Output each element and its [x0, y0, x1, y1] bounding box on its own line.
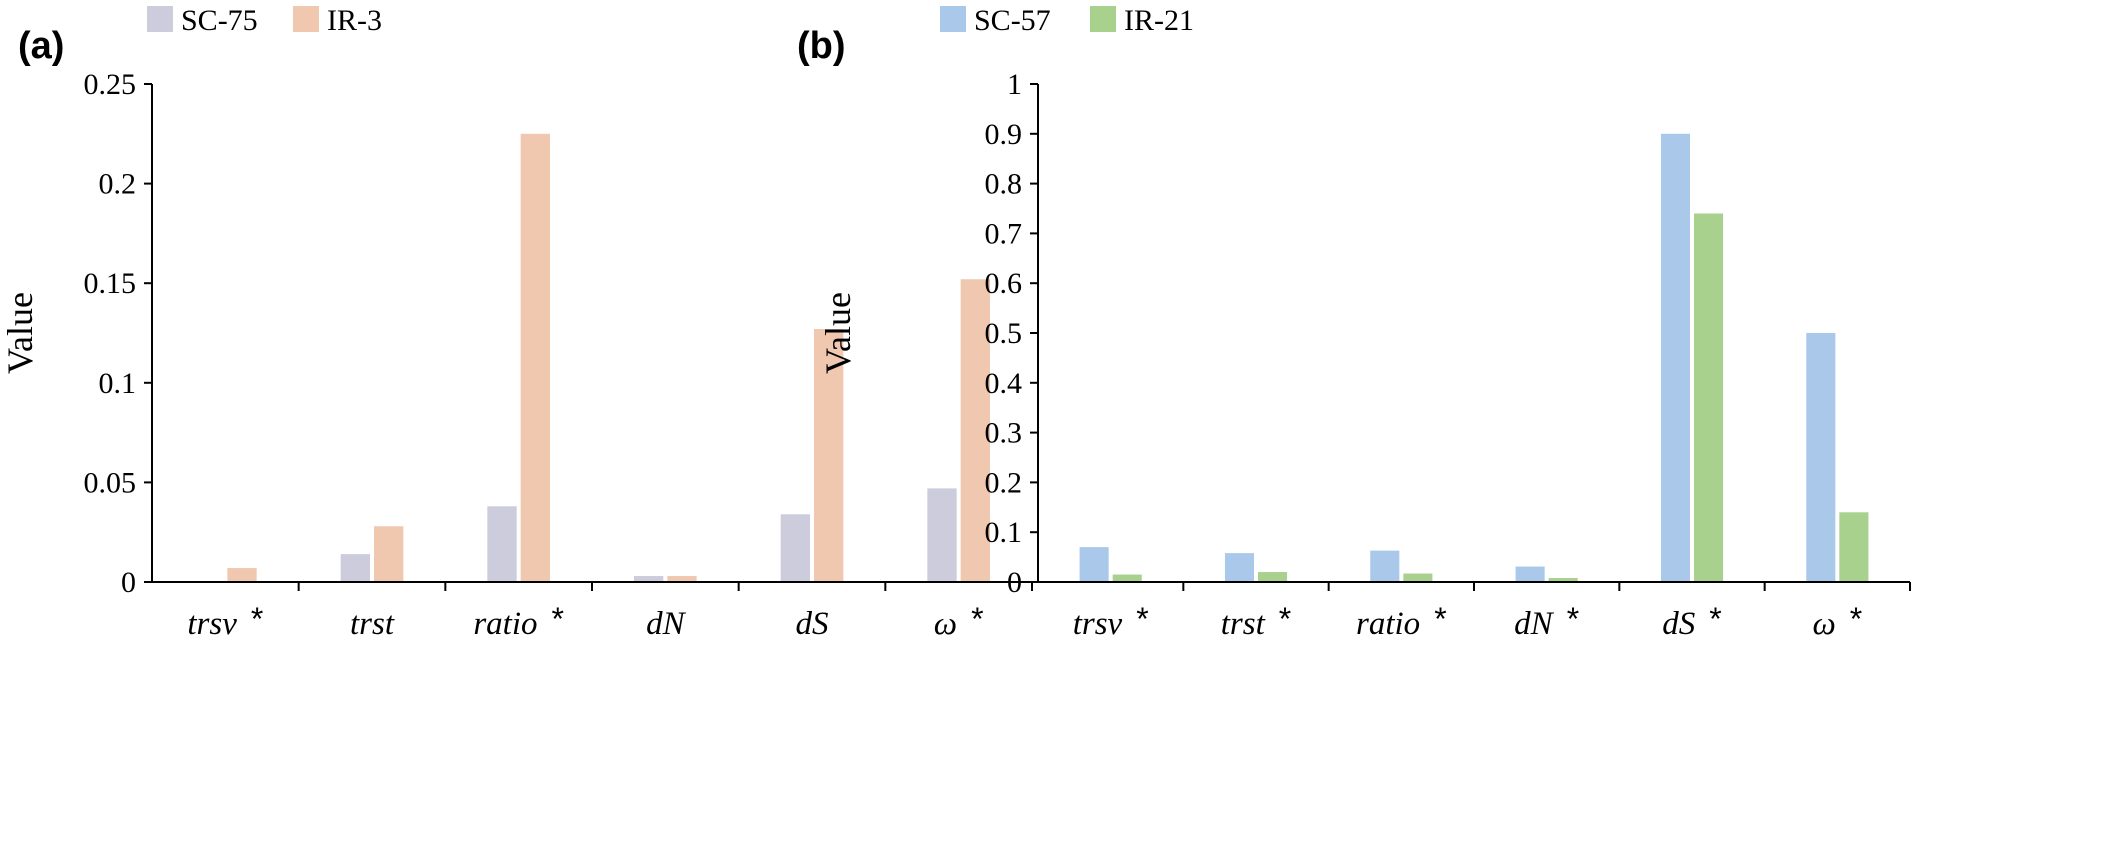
x-tick-label-0: trsv * — [1073, 601, 1149, 642]
legend-label-sc-57: SC-57 — [974, 4, 1051, 37]
legend-swatch-ir-21 — [1090, 6, 1116, 32]
bar-ir-21-2 — [1403, 573, 1433, 582]
legend-label-ir-3: IR-3 — [327, 4, 382, 37]
y-tick-label: 0.4 — [985, 367, 1023, 400]
x-tick-label-3: dN * — [1514, 601, 1579, 642]
panel-label-a: (a) — [18, 25, 64, 67]
legend-swatch-sc-57 — [940, 6, 966, 32]
y-tick-label: 0.7 — [985, 217, 1023, 250]
y-tick-label: 0.5 — [985, 317, 1023, 350]
y-tick-label: 0.05 — [84, 466, 137, 499]
x-tick-label-0: trsv * — [187, 601, 263, 642]
legend-label-sc-75: SC-75 — [181, 4, 258, 37]
y-tick-label: 0 — [1007, 566, 1022, 599]
bar-sc-75-4 — [780, 514, 810, 582]
y-tick-label: 0.6 — [985, 267, 1023, 300]
bar-ir-3-2 — [520, 133, 550, 583]
panel-label-b: (b) — [797, 25, 846, 67]
bar-sc-75-3 — [634, 576, 664, 582]
y-tick-label: 0.2 — [99, 168, 137, 201]
x-tick-label-1: trst * — [1221, 601, 1291, 642]
bar-ir-21-1 — [1258, 572, 1288, 582]
x-tick-label-5: ω * — [1812, 601, 1862, 642]
x-tick-label-4: dS * — [1662, 601, 1721, 642]
x-tick-label-4: dS — [796, 606, 829, 642]
legend-swatch-ir-3 — [293, 6, 319, 32]
y-axis-title-b: Value — [818, 292, 858, 374]
bar-sc-57-4 — [1660, 133, 1690, 583]
legend-swatch-sc-75 — [147, 6, 173, 32]
bar-ir-21-0 — [1112, 574, 1142, 582]
x-tick-label-2: ratio * — [1356, 601, 1447, 642]
legend-label-ir-21: IR-21 — [1124, 4, 1194, 37]
y-tick-label: 0 — [121, 566, 136, 599]
bar-sc-57-1 — [1224, 553, 1254, 582]
x-tick-label-3: dN — [646, 606, 687, 642]
x-tick-label-5: ω * — [934, 601, 984, 642]
y-axis-title-a: Value — [0, 292, 40, 374]
bar-sc-75-1 — [340, 554, 370, 582]
bar-sc-57-0 — [1079, 547, 1109, 582]
bar-ir-3-3 — [667, 576, 697, 582]
bar-ir-21-3 — [1548, 578, 1578, 582]
y-tick-label: 1 — [1007, 68, 1022, 101]
bar-sc-75-2 — [487, 506, 517, 582]
y-tick-label: 0.25 — [84, 68, 137, 101]
y-tick-label: 0.9 — [985, 118, 1023, 151]
bar-ir-3-4 — [814, 329, 844, 582]
y-tick-label: 0.3 — [985, 417, 1023, 450]
bar-sc-57-5 — [1806, 333, 1836, 582]
x-tick-label-2: ratio * — [473, 601, 564, 642]
bar-ir-3-0 — [227, 568, 257, 582]
bar-sc-57-3 — [1515, 566, 1545, 582]
y-tick-label: 0.1 — [985, 516, 1023, 549]
y-tick-label: 0.2 — [985, 466, 1023, 499]
bar-ir-21-5 — [1839, 512, 1869, 582]
y-tick-label: 0.8 — [985, 168, 1023, 201]
bar-ir-21-4 — [1694, 213, 1724, 583]
bar-sc-57-2 — [1370, 550, 1400, 582]
chart-panel-a: (a) Value 0 0.05 0.1 0.15 0.2 0.25 trsv * trst rati… — [0, 4, 1033, 642]
bar-ir-3-1 — [374, 526, 404, 582]
bar-sc-75-5 — [927, 488, 957, 582]
x-tick-label-1: trst — [350, 606, 395, 642]
y-tick-label: 0.1 — [99, 367, 137, 400]
chart-panel-b: (b) Value 0 0.1 0.2 0.3 0.4 0.5 0.6 0.7 0.8 0.9 1 trs… — [797, 4, 1911, 642]
bar-ir-3-5 — [960, 279, 990, 582]
y-tick-label: 0.15 — [84, 267, 137, 300]
